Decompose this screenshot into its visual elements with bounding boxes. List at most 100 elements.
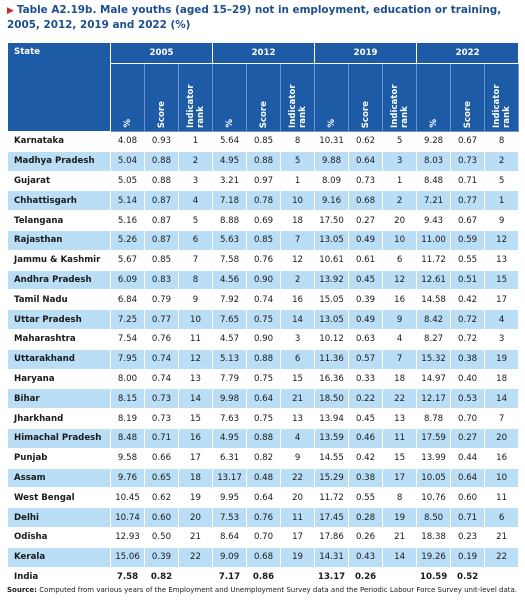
subheader-cell: Score [348, 63, 384, 132]
value-cell: 0.87 [144, 210, 179, 231]
value-cell: 0.68 [246, 546, 282, 568]
value-cell: 0.50 [144, 526, 179, 548]
value-cell: 18 [177, 467, 214, 489]
value-cell: 7.58 [212, 249, 248, 271]
subheader-label: Score [258, 100, 269, 128]
value-cell: 14.58 [416, 289, 452, 311]
value-cell: 7.18 [212, 190, 248, 212]
value-cell: 0.77 [450, 190, 486, 212]
value-cell: 3 [484, 328, 520, 350]
value-cell: 5.67 [110, 249, 145, 271]
value-cell: 0.87 [144, 229, 179, 251]
value-cell: 17 [382, 467, 418, 489]
value-cell: 9.58 [110, 447, 145, 469]
value-cell: 0.43 [348, 546, 384, 568]
state-name: Odisha [7, 526, 111, 548]
value-cell: 0.51 [450, 269, 486, 291]
value-cell: 0.88 [144, 170, 179, 192]
value-cell: 13.59 [314, 427, 350, 449]
value-cell: 0.46 [348, 427, 384, 449]
value-cell: 0.27 [348, 210, 384, 231]
value-cell: 0.48 [246, 467, 282, 489]
value-cell: 15.05 [314, 289, 350, 311]
value-cell: 0.83 [144, 269, 179, 291]
value-cell: 9 [177, 289, 214, 311]
value-cell: 10.12 [314, 328, 350, 350]
value-cell: 18.38 [416, 526, 452, 548]
value-cell: 6 [177, 229, 214, 251]
value-cell: 0.71 [144, 427, 179, 449]
subheader-label: Indicator rank [389, 84, 410, 128]
value-cell: 0.22 [348, 388, 384, 410]
value-cell: 0.28 [348, 507, 384, 528]
value-cell: 8 [280, 131, 316, 152]
value-cell: 0.64 [348, 150, 384, 172]
value-cell: 14 [382, 546, 418, 568]
value-cell: 0.40 [450, 368, 486, 390]
value-cell: 15 [280, 368, 316, 390]
value-cell: 4 [280, 427, 316, 449]
table-row: Andhra Pradesh 6.09 0.83 8 4.56 0.90 2 13.92 0.4… [7, 269, 520, 291]
value-cell: 11.72 [416, 249, 452, 271]
value-cell: 0.38 [450, 348, 486, 370]
value-cell: 22 [484, 546, 520, 568]
value-cell: 16 [280, 289, 316, 311]
value-cell: 8.15 [110, 388, 145, 410]
table-row: West Bengal 10.45 0.62 19 9.95 0.64 20 11.72 0.5… [7, 487, 520, 509]
value-cell: 20 [177, 507, 214, 528]
value-cell: 0.71 [450, 507, 486, 528]
year-header: 2019 [314, 42, 418, 64]
value-cell: 0.39 [348, 289, 384, 311]
value-cell: 0.71 [450, 170, 486, 192]
value-cell: 8.03 [416, 150, 452, 172]
subheader-cell: Indicator rank [280, 63, 316, 132]
table-row: Telangana 5.16 0.87 5 8.88 0.69 18 17.50 0.27 20 9… [7, 210, 520, 231]
subheader-cell: Indicator rank [484, 63, 520, 132]
table-row: Kerala 15.06 0.39 22 9.09 0.68 19 14.31 0.43 14 19… [7, 546, 520, 568]
value-cell: 14.97 [416, 368, 452, 390]
value-cell: 0.69 [246, 210, 282, 231]
value-cell: 6 [484, 507, 520, 528]
value-cell: 6 [280, 348, 316, 370]
value-cell: 5.26 [110, 229, 145, 251]
value-cell: 9.43 [416, 210, 452, 231]
subheader-label: Indicator rank [287, 84, 308, 128]
value-cell: 8.78 [416, 408, 452, 429]
subheader-label: Indicator rank [491, 84, 512, 128]
value-cell: 12.17 [416, 388, 452, 410]
value-cell: 0.33 [348, 368, 384, 390]
value-cell: 13.92 [314, 269, 350, 291]
subheader-cell: % [212, 63, 248, 132]
value-cell: 10.61 [314, 249, 350, 271]
value-cell: 2 [382, 190, 418, 212]
state-name: Maharashtra [7, 328, 111, 350]
value-cell: 2 [484, 150, 520, 172]
value-cell: 0.65 [144, 467, 179, 489]
value-cell: 15.32 [416, 348, 452, 370]
value-cell: 11 [382, 427, 418, 449]
value-cell: 4.57 [212, 328, 248, 350]
value-cell: 17 [280, 526, 316, 548]
table-row: Assam 9.76 0.65 18 13.17 0.48 22 15.29 0.38 17 10.… [7, 467, 520, 489]
value-cell: 0.67 [450, 210, 486, 231]
value-cell: 11 [484, 487, 520, 509]
value-cell: 8.64 [212, 526, 248, 548]
value-cell: 13.17 [212, 467, 248, 489]
subheader-label: % [428, 119, 439, 128]
value-cell: 6 [382, 249, 418, 271]
value-cell: 12.61 [416, 269, 452, 291]
value-cell: 8 [484, 131, 520, 152]
value-cell: 11.72 [314, 487, 350, 509]
value-cell: 6.84 [110, 289, 145, 311]
value-cell: 0.76 [246, 507, 282, 528]
state-name: Kerala [7, 546, 111, 568]
value-cell: 0.68 [348, 190, 384, 212]
subheader-cell: % [314, 63, 350, 132]
value-cell: 1 [280, 170, 316, 192]
value-cell: 8 [177, 269, 214, 291]
value-cell: 7.53 [212, 507, 248, 528]
empty-cell [177, 566, 214, 588]
value-cell: 3 [382, 150, 418, 172]
value-cell: 0.49 [348, 229, 384, 251]
